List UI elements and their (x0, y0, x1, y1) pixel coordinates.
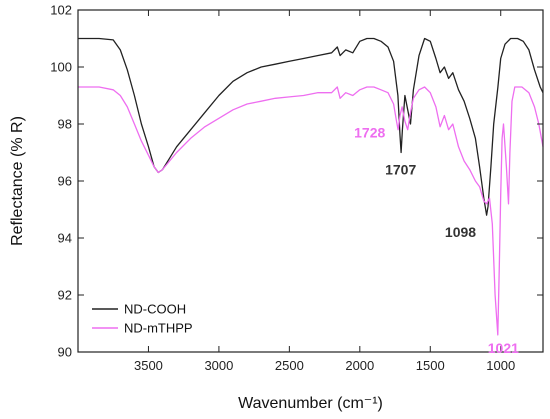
y-tick-label: 94 (58, 231, 72, 246)
y-tick-label: 96 (58, 174, 72, 189)
y-tick-label: 98 (58, 117, 72, 132)
legend-label: ND-mTHPP (124, 321, 193, 336)
series-line-1 (78, 37, 544, 216)
legend: ND-COOH ND-mTHPP (92, 302, 193, 336)
annotations: 1728 1707 1098 1021 (354, 125, 519, 356)
x-tick-label: 1000 (486, 358, 515, 373)
annotation-label: 1021 (488, 340, 519, 356)
y-tick-label: 100 (50, 60, 72, 75)
ticks-layer: 3500 3000 2500 2000 1500 1000 90 92 94 96 98 100 102 (50, 3, 543, 373)
legend-label: ND-COOH (124, 302, 186, 317)
x-tick-label: 2500 (275, 358, 304, 373)
x-tick-label: 3500 (134, 358, 163, 373)
annotation-label: 1728 (354, 125, 385, 141)
series-line-2 (78, 86, 544, 336)
y-axis-label: Reflectance (% R) (9, 116, 26, 246)
x-axis-label: Wavenumber (cm⁻¹) (238, 395, 383, 412)
annotation-label: 1707 (385, 162, 416, 178)
y-tick-label: 92 (58, 288, 72, 303)
x-tick-label: 1500 (416, 358, 445, 373)
series-layer (78, 37, 544, 336)
annotation-label: 1098 (445, 224, 476, 240)
y-tick-label: 102 (50, 3, 72, 18)
x-tick-label: 2000 (345, 358, 374, 373)
y-tick-label: 90 (58, 345, 72, 360)
x-tick-label: 3000 (204, 358, 233, 373)
